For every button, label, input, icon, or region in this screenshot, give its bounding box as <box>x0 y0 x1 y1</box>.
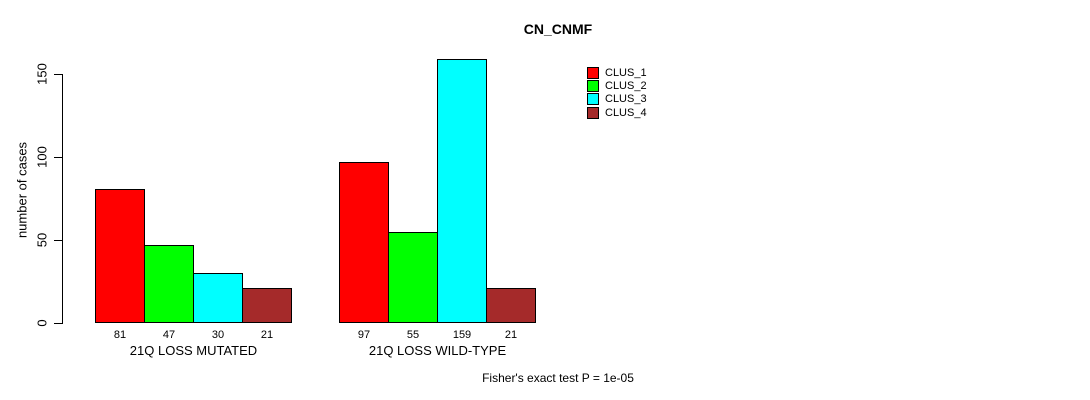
y-axis-line <box>62 74 63 324</box>
legend-item: CLUS_4 <box>587 106 647 119</box>
bar-value-label: 81 <box>113 329 127 341</box>
legend-label: CLUS_3 <box>605 93 647 106</box>
legend-swatch-clus_3 <box>587 93 599 106</box>
bar-clus_3 <box>193 273 243 323</box>
y-tick-label: 150 <box>34 63 50 85</box>
bar-value-label: 97 <box>357 329 371 341</box>
bar-value-label: 21 <box>504 329 518 341</box>
bar-clus_1 <box>95 189 145 323</box>
legend-swatch-clus_4 <box>587 106 599 119</box>
fisher-test-annotation: Fisher's exact test P = 1e-05 <box>482 371 634 385</box>
y-tick-label: 50 <box>34 232 50 248</box>
bar-clus_4 <box>486 288 536 323</box>
bar-clus_2 <box>388 232 438 323</box>
legend-label: CLUS_4 <box>605 106 647 119</box>
bar-value-label: 55 <box>406 329 420 341</box>
y-tick-mark <box>54 73 62 75</box>
bar-value-label: 47 <box>162 329 176 341</box>
legend-label: CLUS_2 <box>605 80 647 93</box>
y-tick-mark <box>54 322 62 324</box>
bar-clus_1 <box>339 162 389 323</box>
legend-item: CLUS_2 <box>587 79 647 93</box>
bar-clus_3 <box>437 59 487 323</box>
y-tick-label: 100 <box>34 146 50 168</box>
y-tick-mark <box>54 156 62 158</box>
legend: CLUS_1 CLUS_2 CLUS_3 CLUS_4 <box>587 66 647 120</box>
bar-value-label: 30 <box>211 329 225 341</box>
x-axis-group-label: 21Q LOSS MUTATED <box>129 343 258 358</box>
legend-swatch-clus_1 <box>587 66 599 79</box>
bar-value-label: 159 <box>452 329 472 341</box>
bar-value-label: 21 <box>260 329 274 341</box>
bar-clus_2 <box>144 245 194 323</box>
y-axis-title: number of cases <box>14 141 30 239</box>
y-tick-label: 0 <box>34 319 50 327</box>
chart-title: CN_CNMF <box>523 21 593 37</box>
bar-clus_4 <box>242 288 292 323</box>
legend-item: CLUS_3 <box>587 93 647 106</box>
legend-swatch-clus_2 <box>587 80 599 93</box>
y-tick-mark <box>54 239 62 241</box>
legend-label: CLUS_1 <box>605 66 647 79</box>
x-axis-group-label: 21Q LOSS WILD-TYPE <box>368 343 507 358</box>
legend-item: CLUS_1 <box>587 66 647 79</box>
